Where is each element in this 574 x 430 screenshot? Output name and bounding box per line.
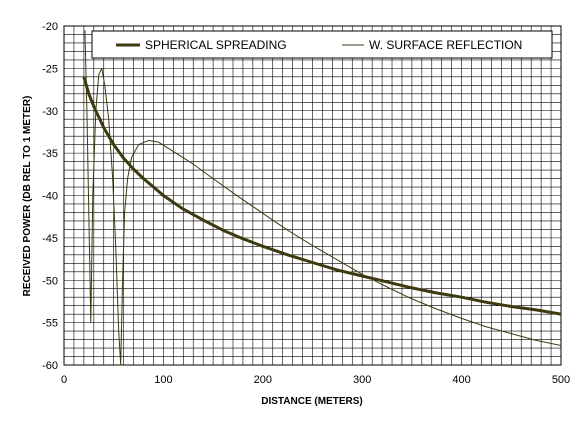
x-tick-label: 400: [452, 374, 470, 386]
gridlines: [64, 26, 561, 365]
x-tick-label: 100: [154, 374, 172, 386]
tick-labels: 0 100 200 300 400 500 -20 -25 -30 -35 -40 -45 -50 -55…: [42, 21, 570, 386]
x-tick-label: 200: [254, 374, 272, 386]
y-tick-label: -30: [42, 106, 58, 118]
y-tick-label: -50: [42, 275, 58, 287]
x-axis-title: DISTANCE (METERS): [261, 396, 362, 407]
y-tick-label: -60: [42, 360, 58, 372]
y-tick-label: -25: [42, 63, 58, 75]
y-tick-label: -45: [42, 233, 58, 245]
series-line-w-surface-reflection: [84, 30, 562, 366]
plot-area-frame: [63, 25, 562, 366]
legend-label-surface-reflection: W. SURFACE REFLECTION: [369, 38, 522, 52]
y-axis-title: RECEIVED POWER (DB REL TO 1 METER): [22, 96, 33, 297]
y-tick-label: -35: [42, 148, 58, 160]
y-tick-label: -55: [42, 318, 58, 330]
x-tick-label: 300: [353, 374, 371, 386]
y-tick-label: -40: [42, 191, 58, 203]
y-tick-label: -20: [42, 21, 58, 33]
x-tick-label: 0: [61, 374, 67, 386]
legend: SPHERICAL SPREADING W. SURFACE REFLECTIO…: [91, 30, 553, 59]
x-tick-label: 500: [552, 374, 570, 386]
series-group: [82, 30, 562, 366]
legend-label-spherical-spreading: SPHERICAL SPREADING: [145, 38, 287, 52]
legend-box: [91, 30, 553, 59]
series-line-spherical-spreading: [82, 76, 562, 316]
